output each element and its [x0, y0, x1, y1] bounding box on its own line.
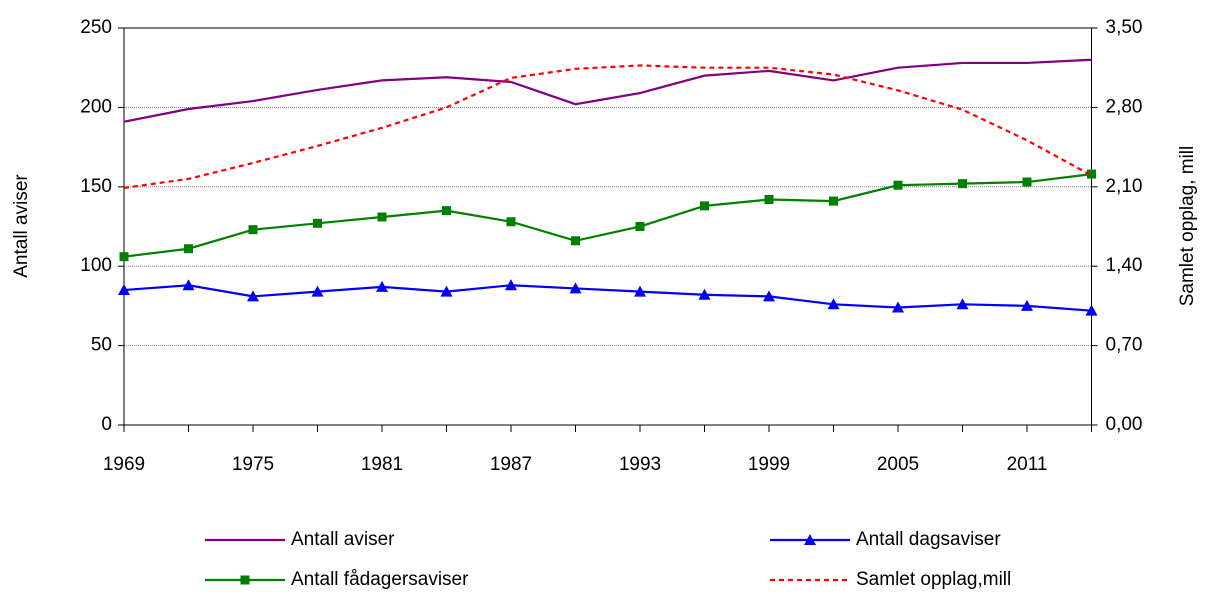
x-tick-label: 1999: [748, 454, 790, 475]
legend-label: Antall fådagersaviser: [291, 569, 469, 590]
y2-tick-label: 1,40: [1106, 255, 1143, 276]
y2-axis-label: Samlet opplag, mill: [1177, 146, 1198, 307]
x-tick-label: 1981: [361, 454, 403, 475]
legend-label: Antall aviser: [291, 529, 395, 550]
marker: [247, 290, 259, 302]
marker: [893, 180, 903, 190]
marker: [1087, 169, 1096, 179]
x-tick-label: 2011: [1007, 454, 1048, 475]
marker: [313, 218, 322, 228]
marker: [505, 279, 517, 291]
y2-tick-label: 2,10: [1106, 176, 1143, 197]
marker: [311, 285, 324, 297]
y-tick-label: 200: [80, 96, 112, 117]
x-tick-label: 1969: [103, 454, 145, 475]
marker: [700, 201, 709, 211]
y2-tick-label: 2,80: [1106, 96, 1143, 117]
legend-label: Antall dagsaviser: [856, 529, 1001, 550]
marker: [956, 298, 969, 310]
x-tick-label: 1993: [619, 454, 661, 475]
legend-marker: [804, 534, 816, 545]
marker: [377, 212, 387, 222]
marker: [764, 195, 774, 205]
marker: [698, 288, 711, 300]
marker: [763, 290, 775, 302]
marker: [440, 285, 453, 297]
marker: [182, 279, 195, 291]
series-line: [123, 64, 1093, 190]
legend-marker: [240, 575, 250, 585]
marker: [119, 252, 129, 262]
marker: [1085, 304, 1098, 316]
y2-tick-label: 0,00: [1106, 414, 1143, 435]
marker: [118, 284, 130, 296]
y-tick-label: 150: [80, 176, 112, 197]
plot-border: [123, 27, 1092, 426]
marker: [184, 244, 193, 254]
marker: [1022, 177, 1032, 187]
marker: [569, 282, 582, 294]
y2-tick-label: 0,70: [1106, 335, 1143, 356]
y-tick-label: 0: [101, 414, 112, 435]
marker: [248, 225, 258, 235]
marker: [1021, 299, 1033, 311]
y-tick-label: 250: [80, 17, 112, 38]
marker: [571, 236, 580, 246]
marker: [635, 222, 645, 231]
marker: [827, 298, 840, 310]
y-axis-label: Antall aviser: [11, 174, 32, 278]
marker: [506, 217, 516, 227]
marker: [958, 179, 967, 189]
marker: [376, 280, 388, 292]
x-tick-label: 2005: [877, 454, 919, 475]
series-line: [123, 58, 1092, 123]
legend-label: Samlet opplag,mill: [856, 569, 1011, 590]
y2-tick-label: 3,50: [1106, 17, 1143, 38]
y-tick-label: 100: [80, 255, 112, 276]
marker: [634, 285, 646, 297]
series-line: [123, 284, 1092, 312]
marker: [892, 301, 904, 313]
y-tick-label: 50: [91, 335, 112, 356]
x-tick-label: 1975: [232, 454, 274, 475]
marker: [829, 196, 838, 206]
series-line: [123, 173, 1092, 258]
x-tick-label: 1987: [490, 454, 532, 475]
marker: [442, 206, 451, 216]
